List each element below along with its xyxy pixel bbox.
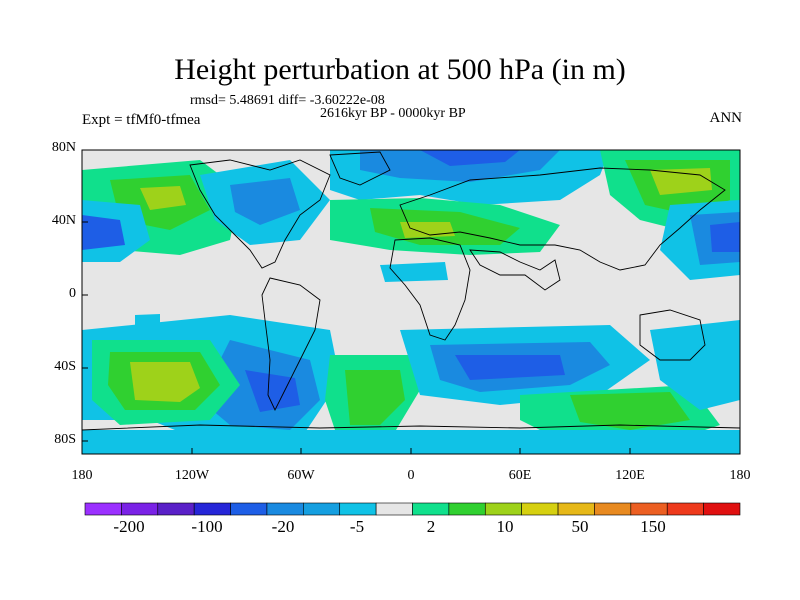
colorbar-label: 50 bbox=[571, 517, 589, 536]
colorbar-swatch bbox=[121, 502, 159, 516]
coastline-africa bbox=[389, 237, 471, 341]
colorbar-swatch bbox=[630, 502, 668, 516]
plot-title: Height perturbation at 500 hPa (in m) bbox=[174, 53, 626, 86]
colorbar-label: 2 bbox=[426, 517, 436, 536]
colorbar-swatch bbox=[375, 502, 413, 516]
coastline-antarctica bbox=[82, 424, 740, 431]
coastline-north-america bbox=[189, 159, 331, 269]
lat-tick-label: 40S bbox=[54, 359, 76, 374]
lon-tick-label: 120W bbox=[174, 468, 210, 483]
contour-positive-southern-ocean-core bbox=[570, 392, 690, 430]
contour-fill-layer bbox=[82, 150, 740, 454]
lon-tick-label: 180 bbox=[71, 468, 93, 483]
colorbar-label: -20 bbox=[271, 517, 295, 536]
contour-negative-antarctica bbox=[82, 430, 740, 454]
colorbar-swatch bbox=[84, 502, 122, 516]
colorbar-swatch bbox=[666, 502, 704, 516]
coastline-greenland bbox=[329, 151, 391, 186]
colorbar-swatch bbox=[230, 502, 268, 516]
coastline-arabia-india bbox=[469, 249, 561, 291]
contour-negative-north-america-core bbox=[230, 178, 300, 225]
contour-positive-south-atlantic-core bbox=[345, 370, 405, 425]
lon-tick-label: 180 bbox=[729, 468, 751, 483]
axis-ticks bbox=[81, 149, 741, 454]
experiment-label: Expt = tfMf0-tfmea bbox=[82, 112, 201, 128]
lat-tick-label: 40N bbox=[51, 213, 76, 228]
colorbar-swatch bbox=[303, 502, 341, 516]
colorbar-swatch bbox=[339, 502, 377, 516]
colorbar-swatch bbox=[193, 502, 231, 516]
stats-label: rmsd= 5.48691 diff= -3.60222e-08 bbox=[190, 93, 385, 108]
colorbar-swatch bbox=[703, 502, 741, 516]
colorbar-label: -200 bbox=[113, 517, 145, 536]
lat-tick-label: 80N bbox=[51, 140, 76, 155]
coastline-australia bbox=[639, 309, 706, 361]
contour-negative-east-australia bbox=[650, 320, 740, 410]
coastline-south-america bbox=[261, 277, 321, 412]
coastline-layer bbox=[82, 151, 740, 431]
lon-tick-label: 60E bbox=[508, 468, 532, 483]
contour-negative-arctic-inner bbox=[420, 150, 520, 166]
colorbar-swatch bbox=[157, 502, 195, 516]
colorbar-swatch bbox=[557, 502, 595, 516]
contour-negative-west-pacific-left-core bbox=[82, 215, 125, 250]
colorbar-label: 150 bbox=[640, 517, 666, 536]
lon-tick-label: 120E bbox=[615, 468, 645, 483]
colorbar-swatch bbox=[521, 502, 559, 516]
colorbar-label: -100 bbox=[191, 517, 223, 536]
contour-negative-indian-ocean-inner bbox=[455, 355, 565, 380]
colorbar-swatch bbox=[266, 502, 304, 516]
contour-positive-south-pacific-peak bbox=[130, 362, 200, 402]
coastline-europe-asia bbox=[399, 167, 726, 271]
contour-negative-south-america-core bbox=[245, 370, 300, 412]
colorbar-swatch bbox=[594, 502, 632, 516]
colorbar-label: 10 bbox=[496, 517, 514, 536]
colorbar-label: -5 bbox=[349, 517, 365, 536]
lat-tick-label: 0 bbox=[69, 286, 76, 301]
colorbar-swatch bbox=[484, 502, 522, 516]
period-label: 2616kyr BP - 0000kyr BP bbox=[320, 106, 466, 121]
colorbar-swatch bbox=[448, 502, 486, 516]
contour-negative-tropics-africa bbox=[380, 262, 448, 282]
lat-tick-label: 80S bbox=[54, 432, 76, 447]
contour-negative-nw-pacific-inner bbox=[710, 222, 740, 252]
lon-tick-label: 60W bbox=[287, 468, 315, 483]
season-label: ANN bbox=[709, 110, 743, 126]
contour-positive-alaska bbox=[140, 186, 186, 210]
lon-tick-label: 0 bbox=[407, 468, 415, 483]
colorbar-swatch bbox=[412, 502, 450, 516]
